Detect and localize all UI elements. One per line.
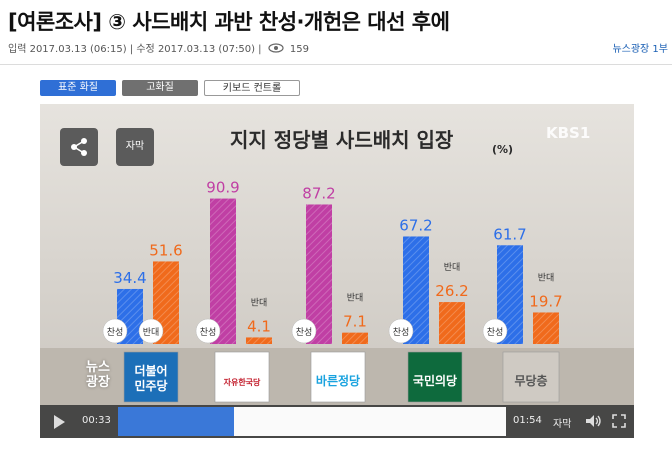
bar-oppose-hatch xyxy=(342,332,368,344)
value-label-oppose: 26.2 xyxy=(435,282,468,300)
badge-oppose-bg xyxy=(138,318,164,344)
volume-icon[interactable] xyxy=(585,414,603,428)
badge-support-text: 찬성 xyxy=(200,327,217,338)
chart-title: 지지 정당별 사드배치 입장 xyxy=(230,128,454,152)
broadcaster-logo: KBS1 xyxy=(546,124,591,142)
progress-bar[interactable] xyxy=(118,407,506,436)
party-logo-independent xyxy=(502,351,560,403)
article-dates: 입력 2017.03.13 (06:15) | 수정 2017.03.13 (0… xyxy=(8,44,262,55)
program-link[interactable]: 뉴스광장 1부 xyxy=(612,44,668,55)
watermark-line2: 광장 xyxy=(86,375,110,390)
video-player[interactable]: 지지 정당별 사드배치 입장 (%) 34.4 51.6 찬성 반대 90.9 4.1 찬성 반대… xyxy=(40,104,634,438)
divider xyxy=(0,64,672,65)
watermark-line1: 뉴스 xyxy=(86,360,110,375)
value-label-support: 61.7 xyxy=(493,225,526,243)
badge-oppose-text: 반대 xyxy=(143,327,160,338)
view-count: 159 xyxy=(289,44,310,55)
party-logo-minjoo-text: 민주당 xyxy=(134,378,167,393)
video-controls: 00:33 01:54 자막 xyxy=(40,405,634,438)
bar-oppose-hatch xyxy=(533,312,559,344)
current-time: 00:33 xyxy=(82,415,111,426)
badge-oppose-text: 반대 xyxy=(444,262,461,273)
share-icon xyxy=(71,138,87,156)
chart-svg: 지지 정당별 사드배치 입장 (%) 34.451.6 찬성 반대 90.9 4.1 찬성 반대… xyxy=(40,104,634,438)
play-icon[interactable] xyxy=(54,415,65,429)
value-label-oppose: 7.1 xyxy=(343,313,367,331)
value-label-oppose: 51.6 xyxy=(149,241,182,259)
badge-support-bg xyxy=(388,318,414,344)
badge-support-bg xyxy=(102,318,128,344)
subtitle-button[interactable]: 자막 xyxy=(116,128,154,166)
badge-support-text: 찬성 xyxy=(107,327,124,338)
value-label-support: 90.9 xyxy=(206,179,239,197)
value-label-support: 87.2 xyxy=(302,184,335,202)
party-logo-people-text: 국민의당 xyxy=(413,373,457,388)
value-label-oppose: 19.7 xyxy=(529,292,562,310)
badge-oppose-text: 반대 xyxy=(347,293,364,304)
party-logo-liberty-text: 자유한국당 xyxy=(224,377,261,387)
badge-support-bg xyxy=(291,318,317,344)
party-logo-minjoo xyxy=(123,351,179,403)
chart-unit: (%) xyxy=(492,143,513,156)
bar-oppose-hatch xyxy=(246,337,272,344)
badge-support-text: 찬성 xyxy=(393,327,410,338)
party-logo-people xyxy=(407,351,463,403)
article-title: [여론조사] ③ 사드배치 과반 찬성·개헌은 대선 후에 xyxy=(8,10,450,34)
standard-quality-button[interactable]: 표준 화질 xyxy=(40,80,116,96)
party-logo-bareun xyxy=(310,351,366,403)
value-label-oppose: 4.1 xyxy=(247,317,271,335)
value-label-support: 34.4 xyxy=(113,269,146,287)
badge-oppose-text: 반대 xyxy=(251,297,268,308)
news-watermark: 뉴스 광장 xyxy=(86,360,110,390)
eye-icon xyxy=(268,42,284,56)
keyboard-control-button[interactable]: 키보드 컨트롤 xyxy=(204,80,300,96)
party-logo-minjoo-text: 더불어 xyxy=(134,363,167,378)
progress-fill xyxy=(118,407,235,436)
article-meta: 입력 2017.03.13 (06:15) | 수정 2017.03.13 (0… xyxy=(8,40,309,56)
badge-support-text: 찬성 xyxy=(487,327,504,338)
bar-support-hatch xyxy=(210,198,236,344)
hd-quality-button[interactable]: 고화질 xyxy=(122,80,198,96)
badge-support-bg xyxy=(482,318,508,344)
total-time: 01:54 xyxy=(513,415,542,426)
badge-oppose-text: 반대 xyxy=(538,272,555,283)
party-logo-independent-text: 무당층 xyxy=(514,373,547,388)
value-label-support: 67.2 xyxy=(399,216,432,234)
bar-oppose-hatch xyxy=(439,302,465,344)
subtitle-toggle[interactable]: 자막 xyxy=(553,419,572,430)
badge-support-text: 찬성 xyxy=(296,327,313,338)
party-logo-liberty xyxy=(214,351,270,403)
share-button[interactable] xyxy=(60,128,98,166)
fullscreen-icon[interactable] xyxy=(612,414,626,428)
badge-support-bg xyxy=(195,318,221,344)
party-logo-bareun-text: 바른정당 xyxy=(316,373,360,388)
